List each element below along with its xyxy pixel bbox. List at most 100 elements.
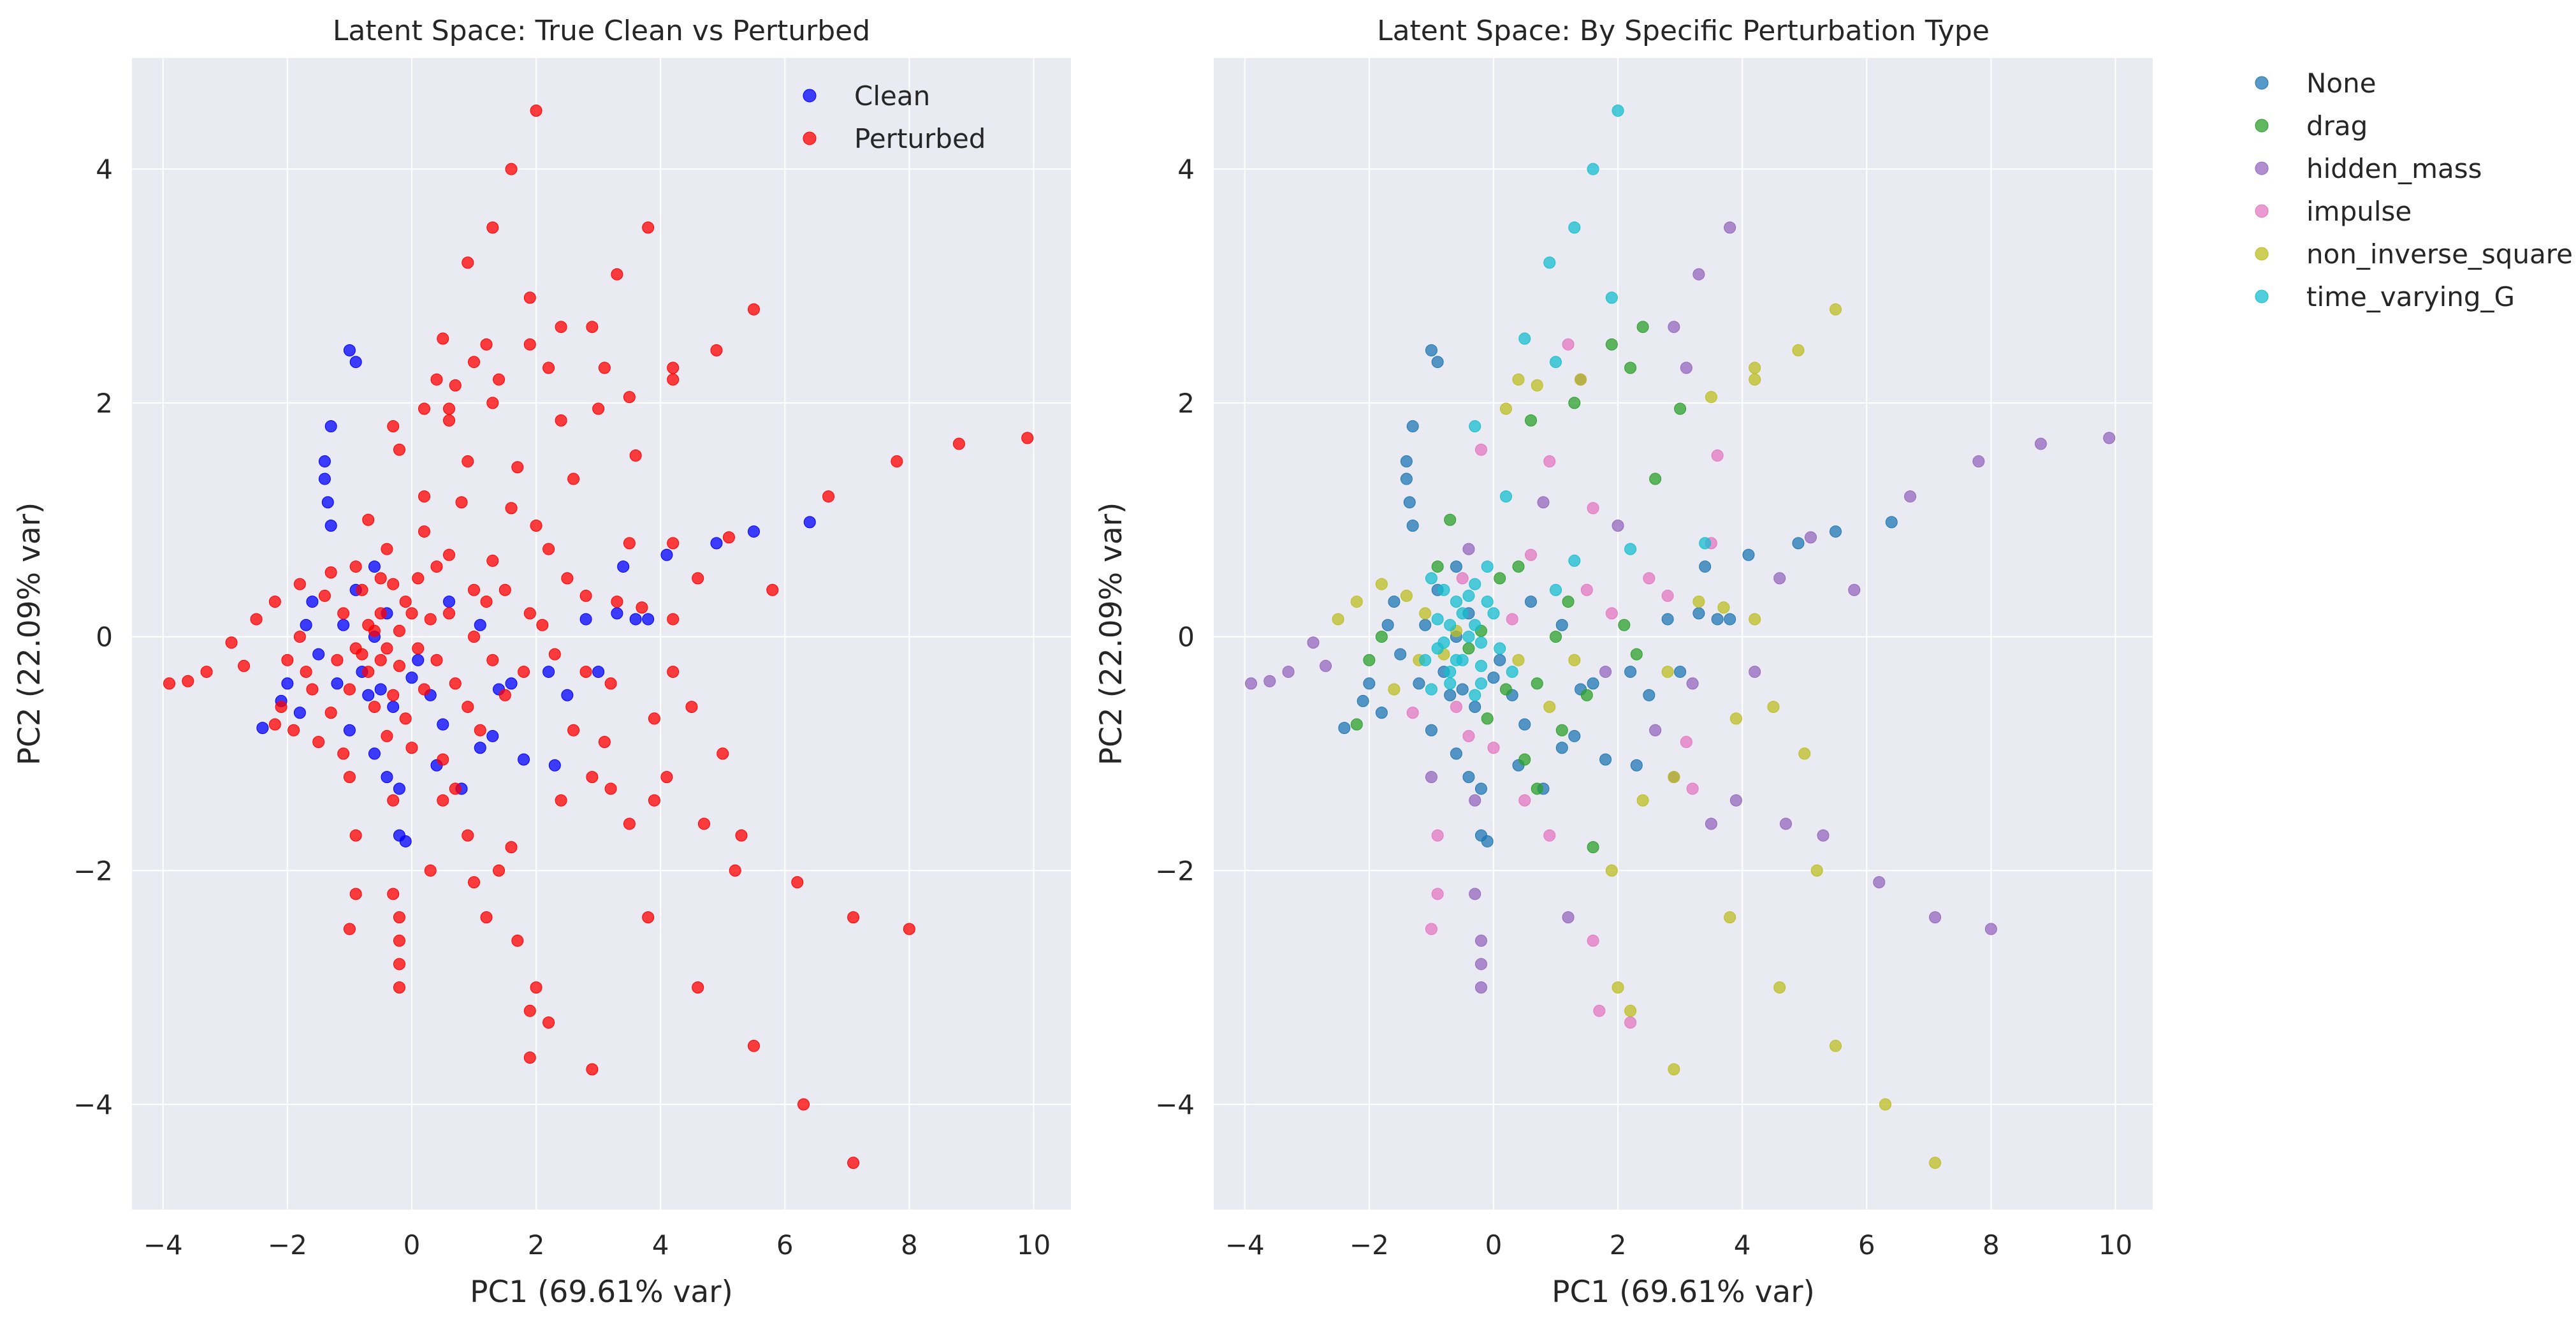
data-point xyxy=(293,578,306,590)
data-point xyxy=(331,654,344,666)
data-point xyxy=(1307,636,1320,649)
data-point xyxy=(1363,677,1376,690)
data-point xyxy=(667,613,680,626)
data-point xyxy=(1661,589,1674,602)
data-point xyxy=(1543,455,1556,468)
data-point xyxy=(1487,671,1500,684)
data-point xyxy=(1456,572,1469,585)
x-tick-label: −4 xyxy=(143,1229,183,1261)
data-point xyxy=(1562,338,1575,351)
data-point xyxy=(611,596,623,608)
data-point xyxy=(623,537,636,550)
data-point xyxy=(1450,596,1462,608)
data-point xyxy=(293,706,306,719)
data-point xyxy=(418,525,430,538)
series-drag xyxy=(1350,321,1687,854)
data-point xyxy=(437,718,449,731)
legend-label: None xyxy=(2306,68,2376,99)
legend-marker xyxy=(803,131,817,145)
data-point xyxy=(523,291,536,304)
data-point xyxy=(505,677,518,690)
data-point xyxy=(1773,572,1786,585)
x-tick-label: 10 xyxy=(2099,1229,2132,1261)
data-point xyxy=(349,560,362,573)
data-point xyxy=(374,572,387,585)
series-impulse xyxy=(1406,338,1724,1029)
data-point xyxy=(1587,841,1599,854)
data-point xyxy=(548,648,561,661)
data-point xyxy=(349,829,362,842)
data-point xyxy=(1444,666,1457,678)
data-point xyxy=(1643,689,1655,701)
series-clean xyxy=(256,344,816,847)
data-point xyxy=(1388,596,1401,608)
legend-label: impulse xyxy=(2306,196,2412,227)
data-point xyxy=(555,794,567,807)
data-point xyxy=(486,554,499,567)
data-point xyxy=(300,666,312,678)
data-point xyxy=(1580,689,1593,701)
data-point xyxy=(387,701,400,714)
data-point xyxy=(598,362,611,374)
data-point xyxy=(356,648,368,661)
data-point xyxy=(523,1004,536,1017)
data-point xyxy=(1792,344,1805,356)
data-point xyxy=(443,402,456,415)
data-point xyxy=(293,631,306,643)
data-point xyxy=(1587,502,1599,515)
data-point xyxy=(498,689,511,701)
data-point xyxy=(1562,596,1575,608)
data-point xyxy=(362,666,375,678)
data-point xyxy=(1518,332,1531,345)
data-point xyxy=(1543,256,1556,269)
data-point xyxy=(1612,981,1624,994)
legend-marker xyxy=(2255,76,2269,90)
data-point xyxy=(381,771,393,784)
data-point xyxy=(1425,724,1437,736)
data-point xyxy=(268,718,281,731)
data-point xyxy=(1512,560,1525,573)
data-point xyxy=(405,742,418,754)
data-point xyxy=(1568,654,1581,666)
data-point xyxy=(1518,753,1531,766)
x-tick-label: 8 xyxy=(901,1229,918,1261)
data-point xyxy=(424,864,437,877)
data-point xyxy=(268,596,281,608)
y-axis-label: PC2 (22.09% var) xyxy=(1094,502,1129,766)
data-point xyxy=(430,654,443,666)
data-point xyxy=(1749,362,1761,374)
y-tick-label: 2 xyxy=(96,388,113,419)
data-point xyxy=(1555,724,1568,736)
data-point xyxy=(1499,683,1512,696)
data-point xyxy=(1474,659,1487,672)
data-point xyxy=(1469,701,1481,714)
data-point xyxy=(337,619,350,631)
x-tick-label: 6 xyxy=(776,1229,794,1261)
data-point xyxy=(1456,607,1469,620)
data-point xyxy=(349,356,362,369)
data-point xyxy=(1742,548,1755,561)
data-point xyxy=(1425,923,1437,935)
data-point xyxy=(1525,548,1538,561)
data-point xyxy=(1437,583,1450,596)
plot-background xyxy=(1214,58,2153,1210)
data-point xyxy=(2034,437,2047,450)
x-axis-label: PC1 (69.61% var) xyxy=(1552,1275,1815,1310)
data-point xyxy=(393,624,405,637)
data-point xyxy=(1543,701,1556,714)
data-point xyxy=(399,835,412,847)
data-point xyxy=(281,677,294,690)
data-point xyxy=(1550,631,1562,643)
data-point xyxy=(1474,636,1487,649)
data-point xyxy=(374,683,387,696)
data-point xyxy=(1444,513,1457,526)
y-tick-label: −2 xyxy=(1155,855,1195,886)
data-point xyxy=(542,362,555,374)
data-point xyxy=(1406,519,1419,532)
data-point xyxy=(399,596,412,608)
chart-panel-2: −4 −2 0 2 4 6 8 10 −4 −2 0 2 4 Latent Space: By Speci… xyxy=(1094,15,2573,1310)
data-point xyxy=(462,829,474,842)
data-point xyxy=(1400,455,1413,468)
x-tick-label: 10 xyxy=(1017,1229,1051,1261)
